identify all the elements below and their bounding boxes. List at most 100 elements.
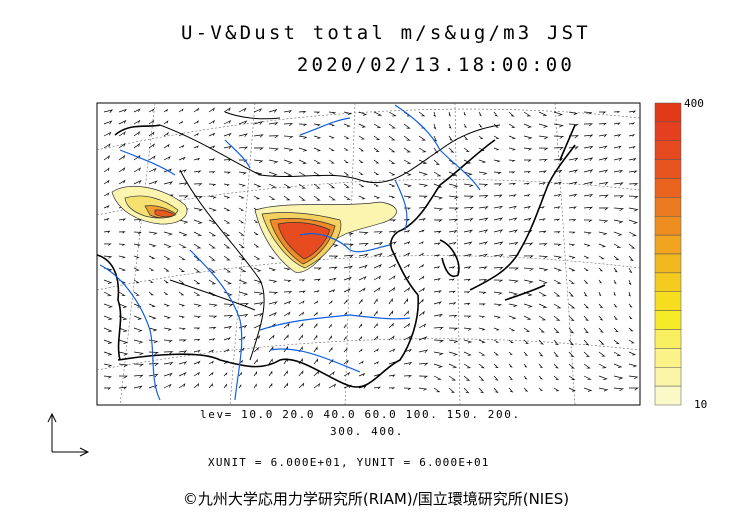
wind-vector <box>493 159 501 163</box>
wind-vector <box>193 291 201 296</box>
wind-vector <box>538 243 548 246</box>
wind-vector <box>388 183 396 187</box>
wind-vector <box>418 387 428 391</box>
wind-vector <box>553 147 564 151</box>
wind-vector <box>538 158 548 162</box>
wind-vector <box>373 287 381 293</box>
wind-vector <box>133 119 141 125</box>
wind-vector <box>523 363 528 368</box>
wind-vector <box>538 230 547 234</box>
wind-vector <box>253 302 264 306</box>
wind-vector <box>463 195 475 199</box>
wind-vector <box>208 303 218 307</box>
colorbar <box>654 102 682 406</box>
wind-vector <box>493 147 500 151</box>
wind-vector <box>493 205 503 210</box>
wind-vector <box>508 291 518 296</box>
wind-vector <box>403 123 411 129</box>
colorbar-swatch <box>654 348 682 368</box>
wind-vector <box>298 111 307 114</box>
wind-vector <box>358 147 365 152</box>
wind-vector <box>253 159 264 164</box>
wind-vector <box>568 363 575 369</box>
wind-vector <box>478 351 486 356</box>
wind-vector <box>253 183 262 188</box>
wind-vector <box>358 123 367 128</box>
wind-vector <box>193 349 201 353</box>
wind-vector <box>163 315 171 319</box>
wind-vector <box>553 363 559 369</box>
contour-levels-line2: 300. 400. <box>330 425 405 438</box>
wind-vector <box>343 347 348 353</box>
wind-vector <box>553 339 559 346</box>
wind-vector <box>373 135 381 140</box>
wind-vector <box>253 267 262 272</box>
wind-vector <box>118 108 128 113</box>
wind-vector <box>208 267 216 273</box>
colorbar-max-label: 400 <box>684 97 704 110</box>
wind-vector <box>193 157 201 161</box>
wind-vector <box>403 322 411 329</box>
wind-vector <box>118 142 126 149</box>
wind-vector <box>238 146 249 150</box>
wind-vector <box>628 387 639 391</box>
wind-vector <box>298 322 304 329</box>
wind-vector <box>463 111 466 116</box>
wind-vector <box>568 193 578 198</box>
wind-vector <box>118 351 129 356</box>
wind-vector <box>628 145 636 149</box>
wind-vector <box>568 123 579 127</box>
wind-vector <box>553 111 563 116</box>
wind-vector <box>283 322 290 329</box>
wind-vector <box>523 267 534 272</box>
wind-vector <box>493 241 504 246</box>
colorbar-swatch <box>654 291 682 311</box>
wind-vector <box>208 158 216 161</box>
colorbar-swatch <box>654 253 682 274</box>
wind-vector <box>298 159 308 165</box>
wind-vector <box>523 303 533 308</box>
wind-vector <box>208 349 215 353</box>
wind-vector <box>463 291 471 294</box>
colorbar-swatch <box>654 102 682 123</box>
wind-vector <box>103 230 111 234</box>
wind-vector <box>598 339 605 345</box>
wind-vector <box>283 334 289 341</box>
wind-vector <box>328 195 336 201</box>
wind-vector <box>268 301 278 305</box>
wind-vector <box>568 219 577 222</box>
wind-vector <box>508 375 513 381</box>
wind-vector <box>268 370 273 377</box>
wind-vector <box>178 144 185 149</box>
wind-vector <box>433 278 441 281</box>
wind-vector <box>628 303 633 308</box>
wind-vector <box>478 315 486 318</box>
wind-vector <box>538 147 549 151</box>
wind-vector <box>463 363 472 369</box>
wind-vector <box>343 147 349 151</box>
wind-vector <box>103 109 114 113</box>
wind-vector <box>328 266 338 270</box>
wind-vector <box>328 159 335 164</box>
wind-vector <box>433 207 444 211</box>
wind-vector <box>628 375 639 380</box>
wind-vector <box>538 327 545 333</box>
wind-vector <box>163 291 169 295</box>
wind-vector <box>148 267 155 271</box>
wind-vector <box>493 315 501 319</box>
wind-vector <box>268 312 277 317</box>
wind-vector <box>448 111 451 117</box>
wind-vector <box>223 372 228 377</box>
wind-vector <box>568 315 575 322</box>
wind-vector <box>328 289 336 293</box>
wind-vector <box>433 387 441 393</box>
wind-vector <box>103 315 113 321</box>
wind-vector <box>253 358 258 365</box>
wind-vector <box>268 109 278 113</box>
wind-vector <box>388 374 396 377</box>
wind-vector <box>628 327 634 332</box>
wind-vector <box>238 371 242 377</box>
wind-vector <box>103 192 110 197</box>
wind-vector <box>418 362 429 366</box>
wind-vector <box>583 231 592 235</box>
